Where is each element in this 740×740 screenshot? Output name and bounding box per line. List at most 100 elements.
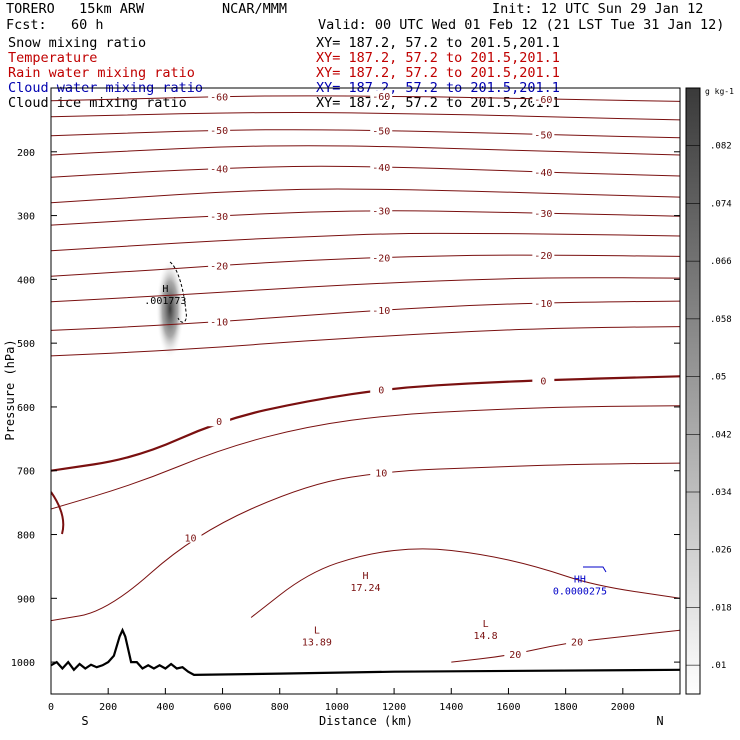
terrain-profile	[51, 627, 680, 677]
org-label: NCAR/MMM	[222, 1, 288, 17]
contour-label-bg	[179, 531, 202, 543]
y-tick-label: 900	[17, 594, 35, 605]
temperature-contour	[51, 405, 680, 510]
contour-label: 0	[540, 376, 546, 387]
contour-label-bg	[532, 92, 555, 104]
contour-label: 10	[375, 469, 387, 480]
field-label-snow: Snow mixing ratio	[8, 35, 147, 51]
field-xy-temperature: XY= 187.2, 57.2 to 201.5,201.1	[316, 50, 560, 66]
temperature-contour	[51, 326, 680, 357]
contour-label: -10	[534, 299, 552, 310]
contour-label-bg	[532, 374, 555, 386]
field-xy-snow: XY= 187.2, 57.2 to 201.5,201.1	[316, 35, 560, 51]
contour-label-bg	[532, 128, 555, 140]
contour-label-bg	[208, 209, 231, 221]
plot-frame	[50, 87, 681, 695]
temperature-contour	[451, 629, 680, 663]
model-title: TORERO 15km ARW	[6, 1, 145, 17]
center-value: 17.24	[350, 583, 380, 594]
contour-label: -50	[534, 131, 552, 142]
field-label-temperature: Temperature	[8, 50, 98, 66]
center-value: 13.89	[302, 637, 332, 648]
y-tick-label: 400	[17, 275, 35, 286]
field-label-rain: Rain water mixing ratio	[8, 65, 195, 81]
temperature-contour	[51, 277, 680, 303]
x-tick-label: 1600	[496, 702, 520, 713]
x-tick-label: 1200	[382, 702, 406, 713]
x-tick-label: 2000	[611, 702, 635, 713]
direction-north: N	[656, 714, 663, 728]
contour-label: -30	[372, 207, 390, 218]
contour-label-bg	[532, 249, 555, 261]
contour-label: -30	[534, 209, 552, 220]
direction-south: S	[81, 714, 88, 728]
cloud-ice-contour	[169, 261, 187, 323]
colorbar-tick-label: .026	[710, 546, 732, 556]
x-tick-label: 1000	[325, 702, 349, 713]
contour-label: -50	[372, 127, 390, 138]
colorbar-unit: g kg-1	[705, 87, 734, 96]
temperature-contour	[51, 165, 680, 178]
temperature-contour	[51, 210, 680, 226]
contour-label-bg	[370, 90, 393, 102]
colorbar-tick-label: .082	[710, 142, 732, 152]
contour-label-bg	[208, 90, 231, 102]
contour-label-bg	[370, 304, 393, 316]
contour-label-bg	[370, 466, 393, 478]
colorbar-tick-label: .01	[710, 661, 726, 671]
y-axis-label: Pressure (hPa)	[3, 339, 17, 440]
x-tick-label: 0	[48, 702, 54, 713]
x-tick-label: 1800	[554, 702, 578, 713]
x-tick-label: 200	[99, 702, 117, 713]
colorbar-tick-label: .034	[710, 488, 732, 498]
x-tick-label: 1400	[439, 702, 463, 713]
colorbar-tick-label: .042	[710, 430, 732, 440]
contour-label: -60	[210, 92, 228, 103]
contour-label: -40	[534, 168, 552, 179]
contour-label-bg	[532, 166, 555, 178]
center-value: 14.8	[474, 631, 498, 642]
contour-label: -60	[534, 95, 552, 106]
contour-label: -20	[534, 251, 552, 262]
colorbar-tick-label: .018	[710, 603, 732, 613]
contour-label-bg	[532, 296, 555, 308]
contour-label: -60	[372, 92, 390, 103]
x-tick-label: 600	[214, 702, 232, 713]
valid-time: Valid: 00 UTC Wed 01 Feb 12 (21 LST Tue …	[318, 17, 725, 33]
center-marker: L	[314, 625, 320, 636]
center-marker: HH	[574, 574, 586, 585]
temperature-contour	[51, 188, 680, 204]
contour-label-bg	[370, 204, 393, 216]
y-tick-label: 300	[17, 212, 35, 223]
center-value: .001773	[144, 296, 186, 307]
colorbar-tick-label: .058	[710, 315, 732, 325]
cloud-water-contour	[583, 566, 607, 573]
contour-label-bg	[208, 259, 231, 271]
y-tick-label: 600	[17, 403, 35, 414]
contour-label: -10	[372, 306, 390, 317]
temperature-contour	[51, 95, 680, 102]
field-xy-rain: XY= 187.2, 57.2 to 201.5,201.1	[316, 65, 560, 81]
contour-label-bg	[208, 415, 231, 427]
temperature-contour-left-edge	[51, 491, 65, 535]
contour-label-bg	[370, 383, 393, 395]
y-tick-label: 200	[17, 148, 35, 159]
center-value: 0.0000275	[553, 586, 607, 597]
contour-label-bg	[208, 315, 231, 327]
contour-label: -20	[210, 262, 228, 273]
colorbar-tick-label: .05	[710, 373, 726, 383]
x-axis-label: Distance (km)	[319, 714, 413, 728]
contour-label-bg	[370, 124, 393, 136]
contour-label: -10	[210, 318, 228, 329]
temperature-contour	[51, 232, 680, 252]
y-tick-label: 1000	[11, 658, 35, 669]
x-tick-label: 800	[271, 702, 289, 713]
temperature-contour	[51, 462, 680, 622]
field-label-cloud-ice: Cloud ice mixing ratio	[8, 95, 187, 111]
snow-mixing-ratio-shading	[156, 259, 184, 359]
plot-area: -60 -60 -60 -50 -50 -50 -40 -40 -40 -30 -30 -30 -20 -…	[51, 90, 680, 677]
y-tick-label: 500	[17, 339, 35, 350]
contour-label: 20	[509, 650, 521, 661]
colorbar-tick-label: .066	[710, 257, 732, 267]
